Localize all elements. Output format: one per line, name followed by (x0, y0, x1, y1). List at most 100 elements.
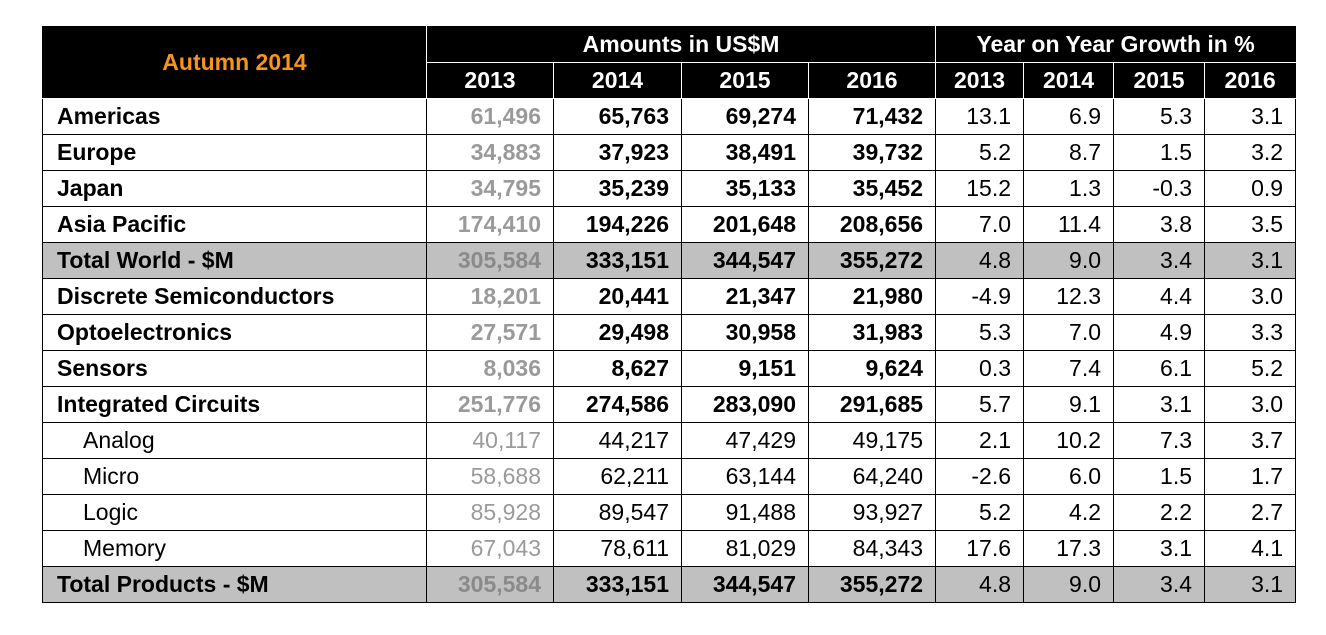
growth-cell: 7.0 (935, 206, 1025, 243)
amount-cell: 31,983 (807, 314, 937, 351)
growth-cell: 3.2 (1204, 134, 1297, 171)
total-row: Total World - $M 305,584 333,151 344,547 355… (42, 242, 1297, 279)
growth-cell: 3.0 (1204, 386, 1297, 423)
amount-cell: 333,151 (553, 242, 682, 279)
amount-cell: 305,584 (426, 242, 554, 279)
growth-cell: 4.2 (1023, 494, 1115, 531)
growth-cell: 3.4 (1113, 566, 1206, 603)
amount-cell: 85,928 (426, 494, 554, 531)
growth-cell: 7.0 (1023, 314, 1115, 351)
growth-cell: 4.4 (1113, 278, 1206, 315)
amount-cell: 49,175 (807, 422, 937, 459)
amount-cell: 251,776 (426, 386, 554, 423)
growth-cell: 7.4 (1023, 350, 1115, 387)
table-body: Americas 61,496 65,763 69,274 71,432 13.1 6.9 5… (42, 98, 1297, 603)
table-row: Americas 61,496 65,763 69,274 71,432 13.1 6.9 5… (42, 98, 1297, 135)
table-row: Discrete Semiconductors 18,201 20,441 21,34… (42, 278, 1297, 315)
amount-cell: 84,343 (807, 530, 937, 567)
amount-cell: 34,883 (426, 134, 554, 171)
growth-cell: 5.2 (935, 494, 1025, 531)
row-label: Europe (42, 134, 427, 171)
growth-cell: 5.3 (1113, 98, 1206, 135)
table-row: Sensors 8,036 8,627 9,151 9,624 0.3 7.4 6.1 5.2 (42, 350, 1297, 387)
growth-cell: 9.0 (1023, 566, 1115, 603)
amount-cell: 9,624 (807, 350, 937, 387)
amount-cell: 65,763 (553, 98, 682, 135)
growth-cell: 7.3 (1113, 422, 1206, 459)
amount-cell: 201,648 (681, 206, 809, 243)
growth-year-header: 2014 (1023, 62, 1115, 99)
growth-cell: -0.3 (1113, 170, 1206, 207)
table-row: Integrated Circuits 251,776 274,586 283,090… (42, 386, 1297, 423)
amount-cell: 35,133 (681, 170, 809, 207)
amount-cell: 35,239 (553, 170, 682, 207)
row-label: Sensors (42, 350, 427, 387)
table-row: Europe 34,883 37,923 38,491 39,732 5.2 8.7 1.5 3… (42, 134, 1297, 171)
growth-cell: 3.3 (1204, 314, 1297, 351)
amount-cell: 34,795 (426, 170, 554, 207)
table-row: Micro 58,688 62,211 63,144 64,240 -2.6 6.0 1.5 1… (42, 458, 1297, 495)
growth-cell: 3.1 (1204, 566, 1297, 603)
growth-cell: 3.1 (1204, 98, 1297, 135)
amount-cell: 355,272 (807, 242, 937, 279)
amount-cell: 21,347 (681, 278, 809, 315)
amount-cell: 30,958 (681, 314, 809, 351)
semiconductor-forecast-table: Autumn 2014 Amounts in US$M Year on Year… (42, 26, 1297, 603)
amount-year-header: 2013 (426, 62, 554, 99)
amount-year-header: 2016 (807, 62, 937, 99)
row-label: Americas (42, 98, 427, 135)
growth-year-header: 2015 (1113, 62, 1206, 99)
growth-cell: 8.7 (1023, 134, 1115, 171)
growth-cell: 6.9 (1023, 98, 1115, 135)
amount-cell: 8,036 (426, 350, 554, 387)
growth-cell: 3.4 (1113, 242, 1206, 279)
table-corner-title: Autumn 2014 (42, 26, 427, 99)
growth-cell: -4.9 (935, 278, 1025, 315)
amount-cell: 305,584 (426, 566, 554, 603)
growth-cell: 3.0 (1204, 278, 1297, 315)
growth-year-header: 2016 (1204, 62, 1297, 99)
growth-cell: 1.5 (1113, 134, 1206, 171)
growth-cell: 1.5 (1113, 458, 1206, 495)
row-label: Logic (42, 494, 427, 531)
amount-cell: 283,090 (681, 386, 809, 423)
growth-cell: 9.0 (1023, 242, 1115, 279)
growth-cell: 4.8 (935, 566, 1025, 603)
amount-cell: 18,201 (426, 278, 554, 315)
amount-cell: 27,571 (426, 314, 554, 351)
row-label: Integrated Circuits (42, 386, 427, 423)
amount-cell: 81,029 (681, 530, 809, 567)
amount-cell: 44,217 (553, 422, 682, 459)
header-row-years: 2013 2014 2015 2016 2013 2014 2015 2016 (43, 62, 1297, 99)
amount-cell: 40,117 (426, 422, 554, 459)
amount-cell: 194,226 (553, 206, 682, 243)
growth-cell: 3.7 (1204, 422, 1297, 459)
table-row: Japan 34,795 35,239 35,133 35,452 15.2 1.3 -0.3… (42, 170, 1297, 207)
amount-year-header: 2015 (681, 62, 809, 99)
amount-cell: 35,452 (807, 170, 937, 207)
table-row: Optoelectronics 27,571 29,498 30,958 31,983 5… (42, 314, 1297, 351)
growth-cell: 4.9 (1113, 314, 1206, 351)
growth-cell: 6.1 (1113, 350, 1206, 387)
amount-cell: 355,272 (807, 566, 937, 603)
amount-cell: 69,274 (681, 98, 809, 135)
growth-cell: 4.8 (935, 242, 1025, 279)
amount-cell: 20,441 (553, 278, 682, 315)
amount-cell: 71,432 (807, 98, 937, 135)
amount-cell: 344,547 (681, 242, 809, 279)
growth-cell: 5.2 (1204, 350, 1297, 387)
amount-cell: 344,547 (681, 566, 809, 603)
amount-cell: 291,685 (807, 386, 937, 423)
amount-cell: 38,491 (681, 134, 809, 171)
amount-cell: 9,151 (681, 350, 809, 387)
growth-cell: 17.3 (1023, 530, 1115, 567)
amount-cell: 63,144 (681, 458, 809, 495)
amount-cell: 62,211 (553, 458, 682, 495)
amount-cell: 78,611 (553, 530, 682, 567)
row-label: Micro (42, 458, 427, 495)
row-label: Total World - $M (42, 242, 427, 279)
row-label: Discrete Semiconductors (42, 278, 427, 315)
growth-cell: 3.5 (1204, 206, 1297, 243)
amount-year-header: 2014 (553, 62, 682, 99)
amount-cell: 61,496 (426, 98, 554, 135)
